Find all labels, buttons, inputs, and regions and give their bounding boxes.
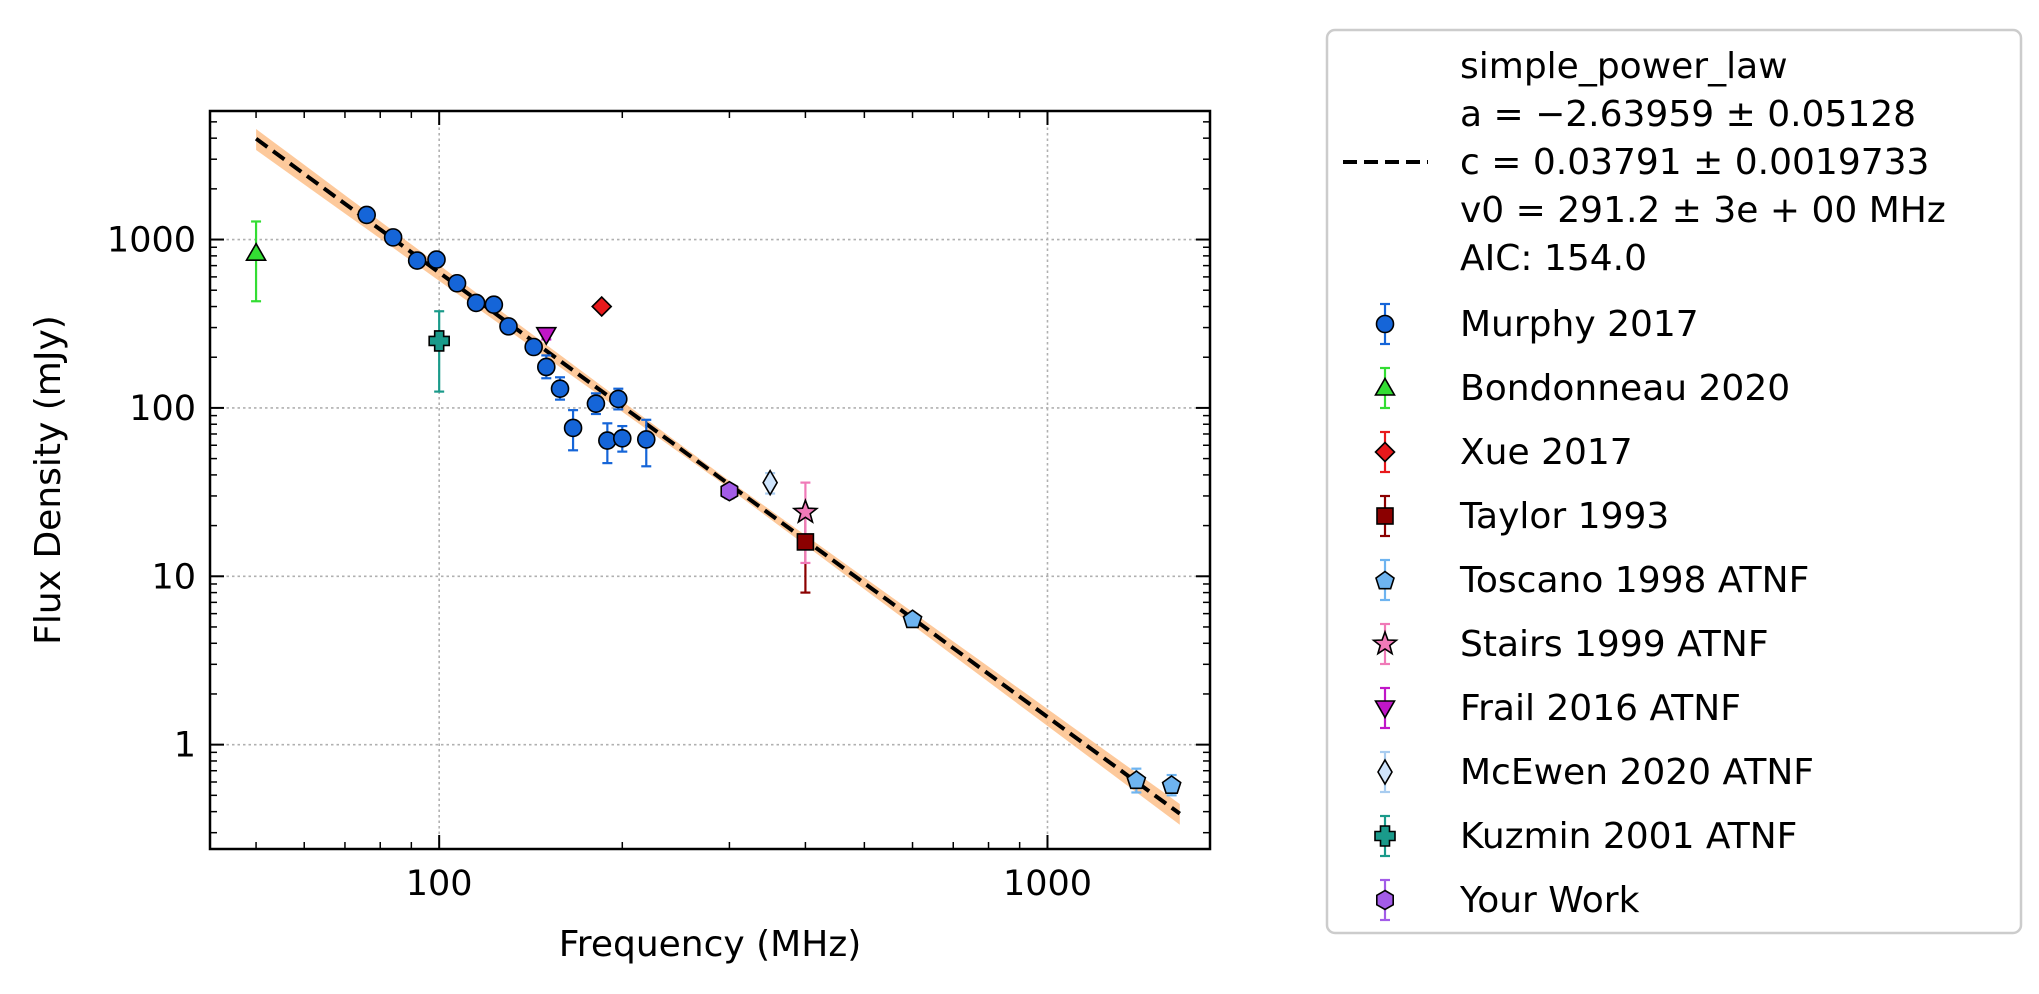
legend-fit-label: v0 = 291.2 ± 3e + 00 MHz [1460,190,1946,231]
y-axis-title: Flux Density (mJy) [28,315,69,645]
data-point [591,295,613,318]
legend-label: Toscano 1998 ATNF [1459,560,1809,601]
data-point [1126,770,1147,790]
legend-label: Taylor 1993 [1459,496,1669,537]
legend-label: Frail 2016 ATNF [1460,688,1741,729]
plot-frame [208,109,1212,851]
legend-label: Bondonneau 2020 [1460,368,1790,409]
data-point [720,480,739,502]
data-point [427,250,446,269]
legend-marker [1374,700,1396,720]
legend-label: Xue 2017 [1460,432,1633,473]
legend-marker [1375,314,1395,334]
y-tick-label: 100 [129,389,196,429]
legend-label: McEwen 2020 ATNF [1460,752,1814,793]
legend-marker [1371,629,1399,656]
data-point [550,379,570,399]
data-point [586,394,606,413]
y-tick-label: 10 [151,557,196,597]
data-point [796,533,815,551]
data-point [466,293,486,313]
legend-label: Murphy 2017 [1460,304,1699,345]
data-point [484,295,504,315]
legend-marker [1374,825,1396,847]
data-point [791,498,819,524]
data-point [535,326,558,346]
legend-label: Stairs 1999 ATNF [1460,624,1769,665]
data-markers [245,205,1182,795]
data-point [407,251,427,270]
axis-ticks [210,111,1210,849]
legend-marker [1375,570,1395,590]
data-point [428,330,450,352]
legend-label: Your Work [1459,880,1640,921]
legend-fit-label: c = 0.03791 ± 0.0019733 [1460,142,1929,183]
data-point [1161,775,1182,795]
data-point [383,228,403,247]
tick-labels: 100 1000 1 10 100 1000 [107,221,1092,904]
y-tick-label: 1000 [107,221,196,261]
data-point [499,317,518,336]
legend-fit-label: AIC: 154.0 [1460,238,1647,279]
legend-fit-label: a = −2.63959 ± 0.05128 [1460,94,1916,135]
data-point [245,242,267,262]
legend-fit-label: simple_power_law [1460,46,1788,87]
legend-marker [1374,376,1396,396]
x-tick-label: 100 [406,864,473,904]
data-point [612,428,632,448]
data-point [762,469,779,497]
data-point [524,337,543,357]
legend-marker [1376,889,1394,911]
data-point [609,389,628,409]
x-axis-title: Frequency (MHz) [559,924,862,965]
data-point [447,273,467,293]
legend-label: Kuzmin 2001 ATNF [1460,816,1797,857]
data-point [563,418,583,438]
fit-line [254,137,1181,816]
legend-marker [1377,758,1393,786]
grid-lines [210,111,1210,849]
legend-marker [1376,507,1394,525]
data-point [902,609,923,629]
y-tick-label: 1 [174,726,196,766]
x-tick-label: 1000 [1003,864,1092,904]
legend-frame [1325,28,2023,935]
data-point [357,205,376,225]
data-point [636,430,656,449]
error-bar [251,220,262,303]
data-point [536,357,556,377]
legend-marker [1374,441,1396,463]
